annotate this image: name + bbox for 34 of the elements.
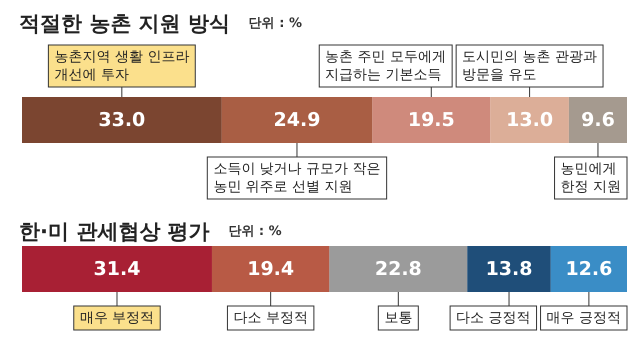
data-label: 33.0 [98,109,146,131]
bar [490,97,569,143]
series-label: 매우 부정적 [80,310,154,326]
series-label: 소득이 낮거나 규모가 작은 농민 위주로 선별 지원 [213,161,381,195]
bar [372,97,490,143]
chart-subtitle: 단위 : % [248,16,302,31]
data-label: 19.5 [408,109,455,131]
bar [550,246,627,292]
data-label: 19.4 [247,258,294,280]
text: 도시민의 농촌 관광과 방문을 유도 [462,49,598,83]
series-label: 보통 [384,310,412,326]
bar [467,246,551,292]
data-label: 13.0 [506,109,554,131]
bar [568,97,627,143]
chart-title: 적절한 농촌 지원 방식 [19,12,230,36]
bar [222,97,372,143]
chart-title: 한·미 관세협상 평가 [19,220,210,244]
series-label: 다소 부정적 [233,310,308,326]
data-label: 31.4 [94,258,140,280]
chart-subtitle: 단위 : % [228,224,282,239]
data-label: 9.6 [581,109,615,131]
data-label: 12.6 [565,258,612,280]
data-label: 13.8 [486,258,532,280]
series-label: 다소 긍정적 [456,310,531,326]
bar [329,246,468,292]
series-label: 농민에게 한정 지원 [560,161,622,195]
bar [22,97,222,143]
bar [22,246,212,292]
series-label: 농촌 주민 모두에게 지급하는 기본소득 [325,49,446,83]
series-label: 농촌지역 생활 인프라 개선에 투자 [54,49,190,83]
bar [212,246,330,292]
data-label: 22.8 [374,258,422,280]
data-label: 24.9 [274,109,320,131]
series-label: 매우 긍정적 [546,310,622,326]
